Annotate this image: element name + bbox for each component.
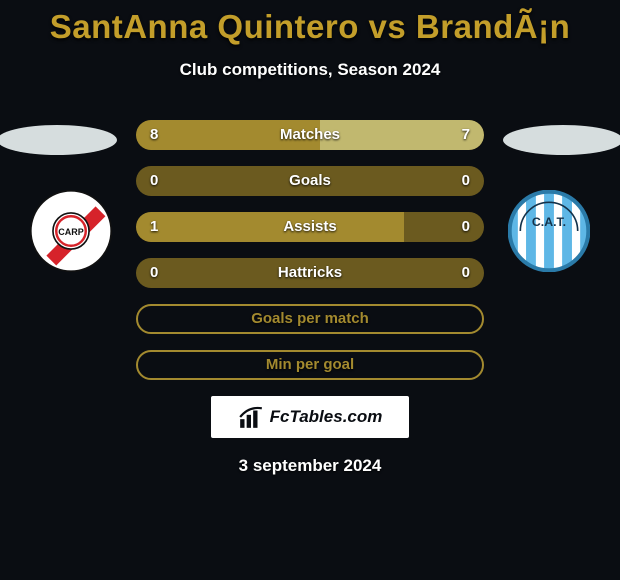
svg-text:CARP: CARP bbox=[58, 227, 84, 237]
footer-brand-pill: FcTables.com bbox=[211, 396, 409, 438]
stat-rows: 87Matches 00Goals 10Assists 00Hattricks Goal… bbox=[136, 120, 484, 380]
date-text: 3 september 2024 bbox=[0, 456, 620, 476]
stat-label: Min per goal bbox=[138, 352, 482, 378]
stat-row: Goals per match bbox=[136, 304, 484, 334]
stat-row: 10Assists bbox=[136, 212, 484, 242]
subtitle: Club competitions, Season 2024 bbox=[0, 60, 620, 80]
svg-text:C.A.T.: C.A.T. bbox=[532, 215, 566, 229]
stat-label: Goals bbox=[136, 166, 484, 196]
stat-label: Goals per match bbox=[138, 306, 482, 332]
atletico-tucuman-icon: C.A.T. bbox=[508, 190, 590, 272]
fctables-logo-icon bbox=[238, 404, 264, 430]
club-badge-left: CARP bbox=[30, 190, 112, 272]
club-badge-right: C.A.T. bbox=[508, 190, 590, 272]
stat-row: Min per goal bbox=[136, 350, 484, 380]
player-halo-right bbox=[503, 125, 620, 155]
stat-row: 00Goals bbox=[136, 166, 484, 196]
page-title: SantAnna Quintero vs BrandÃ¡n bbox=[0, 0, 620, 46]
player-halo-left bbox=[0, 125, 117, 155]
stat-label: Assists bbox=[136, 212, 484, 242]
stat-label: Matches bbox=[136, 120, 484, 150]
footer-brand-text: FcTables.com bbox=[270, 407, 383, 427]
stat-row: 00Hattricks bbox=[136, 258, 484, 288]
river-plate-icon: CARP bbox=[30, 190, 112, 272]
stat-row: 87Matches bbox=[136, 120, 484, 150]
stat-label: Hattricks bbox=[136, 258, 484, 288]
comparison-content: CARP C.A.T. 87Matches 00Goals 10Assists 00H… bbox=[0, 120, 620, 476]
